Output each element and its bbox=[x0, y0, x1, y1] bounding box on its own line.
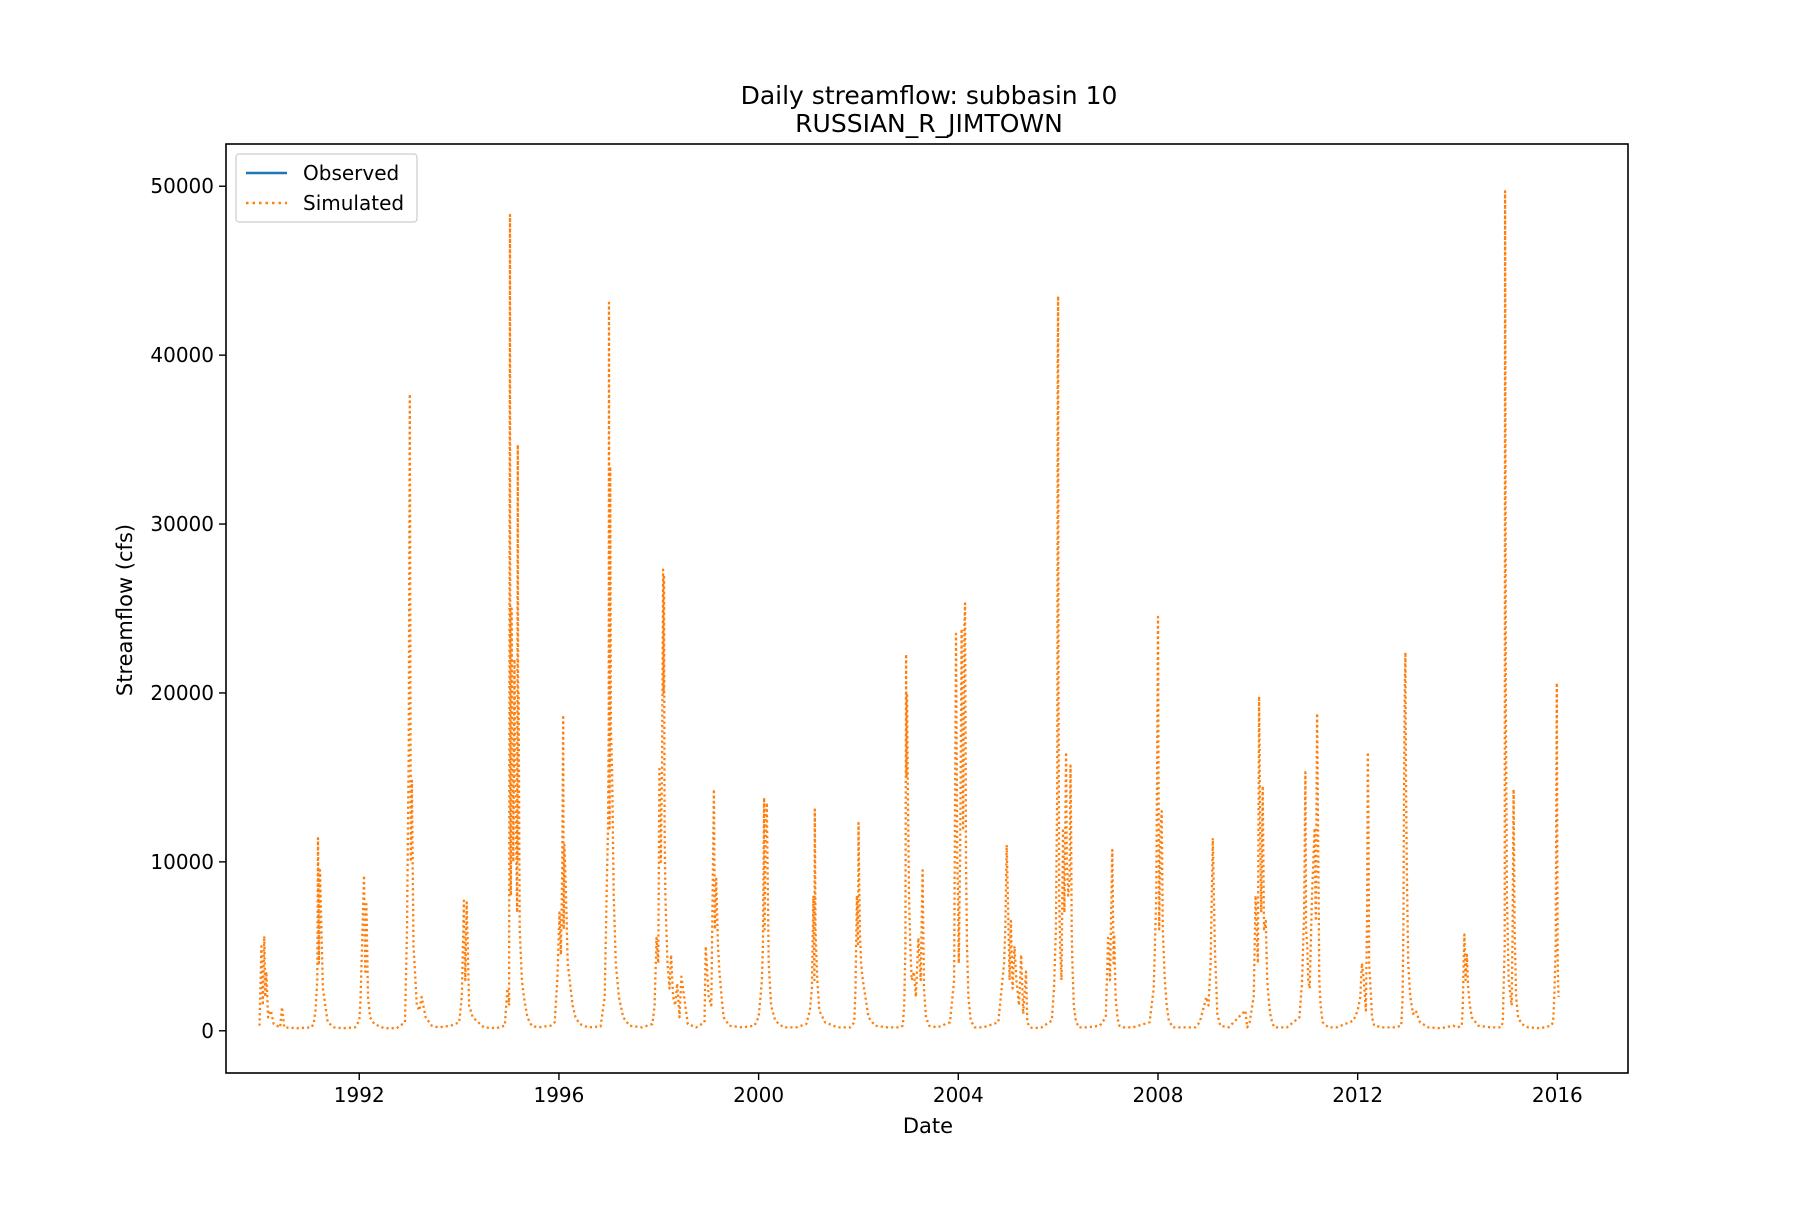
y-tick-label: 50000 bbox=[150, 174, 214, 198]
y-tick-label: 10000 bbox=[150, 850, 214, 874]
x-tick-label: 2004 bbox=[933, 1083, 984, 1107]
x-tick-label: 1996 bbox=[533, 1083, 584, 1107]
series-layer bbox=[258, 190, 1560, 1030]
x-tick-label: 1992 bbox=[334, 1083, 385, 1107]
y-tick-label: 30000 bbox=[150, 512, 214, 536]
y-tick-label: 0 bbox=[201, 1019, 214, 1043]
y-tick-label: 20000 bbox=[150, 681, 214, 705]
series-line-simulated bbox=[258, 190, 1560, 1030]
x-tick-label: 2008 bbox=[1133, 1083, 1184, 1107]
x-tick-label: 2016 bbox=[1532, 1083, 1583, 1107]
plot-frame bbox=[225, 143, 1629, 1074]
x-tick-label: 2000 bbox=[733, 1083, 784, 1107]
legend: Observed Simulated bbox=[235, 153, 418, 223]
y-tick-label: 40000 bbox=[150, 343, 214, 367]
chart-title: Daily streamflow: subbasin 10 bbox=[741, 81, 1118, 110]
legend-frame bbox=[235, 153, 418, 223]
chart-subtitle: RUSSIAN_R_JIMTOWN bbox=[795, 109, 1063, 138]
legend-label-simulated: Simulated bbox=[303, 191, 404, 215]
axes-layer: 0 10000 20000 30000 40000 50000 1992 1996 2000 20… bbox=[150, 143, 1629, 1107]
x-axis-label: Date bbox=[903, 1114, 953, 1138]
y-axis-label: Streamflow (cfs) bbox=[113, 524, 137, 696]
legend-label-observed: Observed bbox=[303, 161, 399, 185]
x-tick-label: 2012 bbox=[1332, 1083, 1383, 1107]
